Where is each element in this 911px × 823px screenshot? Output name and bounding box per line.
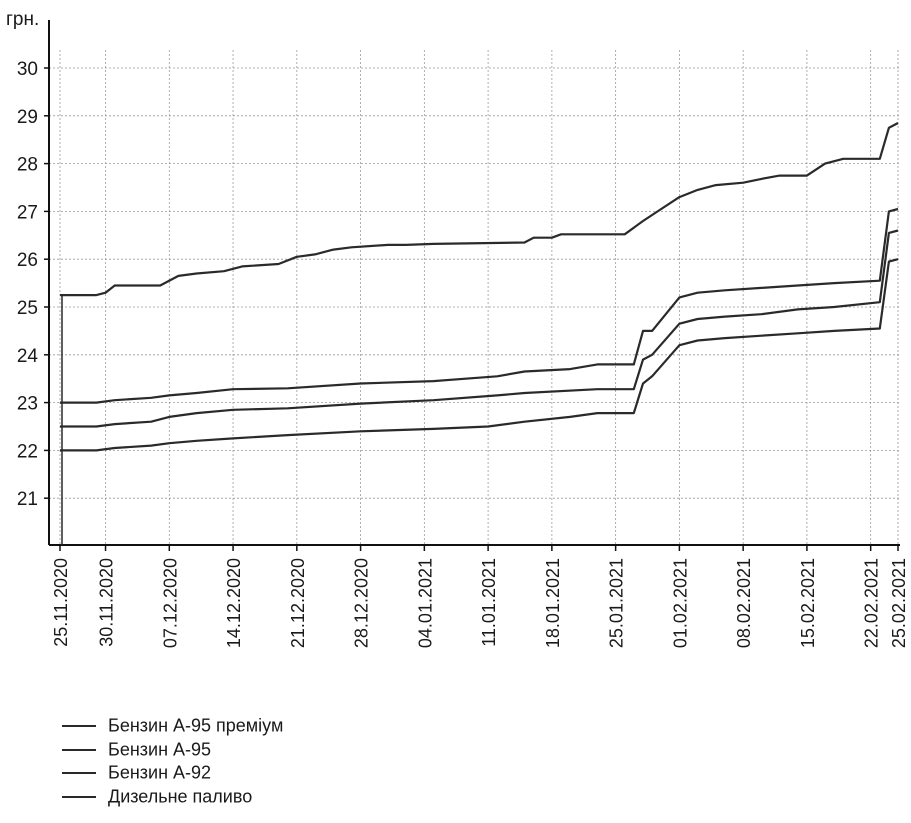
legend-label: Бензин А-92 [108,762,212,783]
y-tick-label: 30 [17,59,38,80]
legend-label: Дизельне паливо [108,786,253,806]
x-tick-label: 15.02.2021 [798,558,818,648]
series-line-4 [60,258,899,452]
legend: Бензин А-95 преміум Бензин А-95 Бензин А… [62,714,283,808]
x-tick-labels: 25.11.2020 30.11.2020 07.12.2020 14.12.2020… [51,545,909,648]
y-tick-label: 21 [17,489,38,510]
legend-line-swatch [62,748,96,751]
legend-item: Дизельне паливо [62,785,283,809]
x-tick-label: 25.11.2020 [51,558,71,647]
x-tick-label: 21.12.2020 [288,558,308,648]
y-tick-label: 24 [17,346,39,367]
y-tick-label: 25 [17,298,38,319]
x-tick-label: 18.01.2021 [543,558,563,648]
legend-label: Бензин А-95 преміум [108,715,284,736]
y-tick-label: 23 [17,394,38,415]
y-axis-label: грн. [6,9,39,30]
series-lines [60,122,899,545]
series-line-3 [60,229,899,428]
legend-label: Бензин А-95 [108,739,212,759]
x-tick-label: 01.02.2021 [670,558,690,648]
y-tick-label: 27 [17,202,38,223]
y-tick-label: 22 [17,441,38,462]
y-tick-label: 28 [17,155,38,176]
legend-item: Бензин А-95 [62,738,283,762]
x-tick-label: 08.02.2021 [734,558,754,648]
legend-item: Бензин А-95 преміум [62,714,283,738]
x-tick-label: 14.12.2020 [224,558,244,648]
y-tick-labels: 21 22 23 24 25 26 27 28 29 30 [17,59,49,510]
x-tick-label: 25.02.2021 [889,558,909,648]
x-tick-label: 28.12.2020 [352,558,372,648]
series-line-1 [60,122,899,297]
legend-line-swatch [62,795,96,798]
x-tick-label: 25.01.2021 [607,558,627,648]
y-tick-label: 26 [17,250,38,271]
grid-layer [49,50,900,545]
x-tick-label: 11.01.2021 [479,558,499,647]
x-tick-label: 22.02.2021 [862,558,882,648]
legend-line-swatch [62,772,96,775]
x-tick-label: 04.01.2021 [415,558,435,648]
x-tick-label: 07.12.2020 [160,558,180,648]
series-line-2 [60,207,899,404]
legend-line-swatch [62,725,96,728]
axes-layer: грн. [6,9,900,546]
x-tick-label: 30.11.2020 [97,558,117,647]
y-tick-label: 29 [17,107,38,128]
legend-item: Бензин А-92 [62,761,283,785]
